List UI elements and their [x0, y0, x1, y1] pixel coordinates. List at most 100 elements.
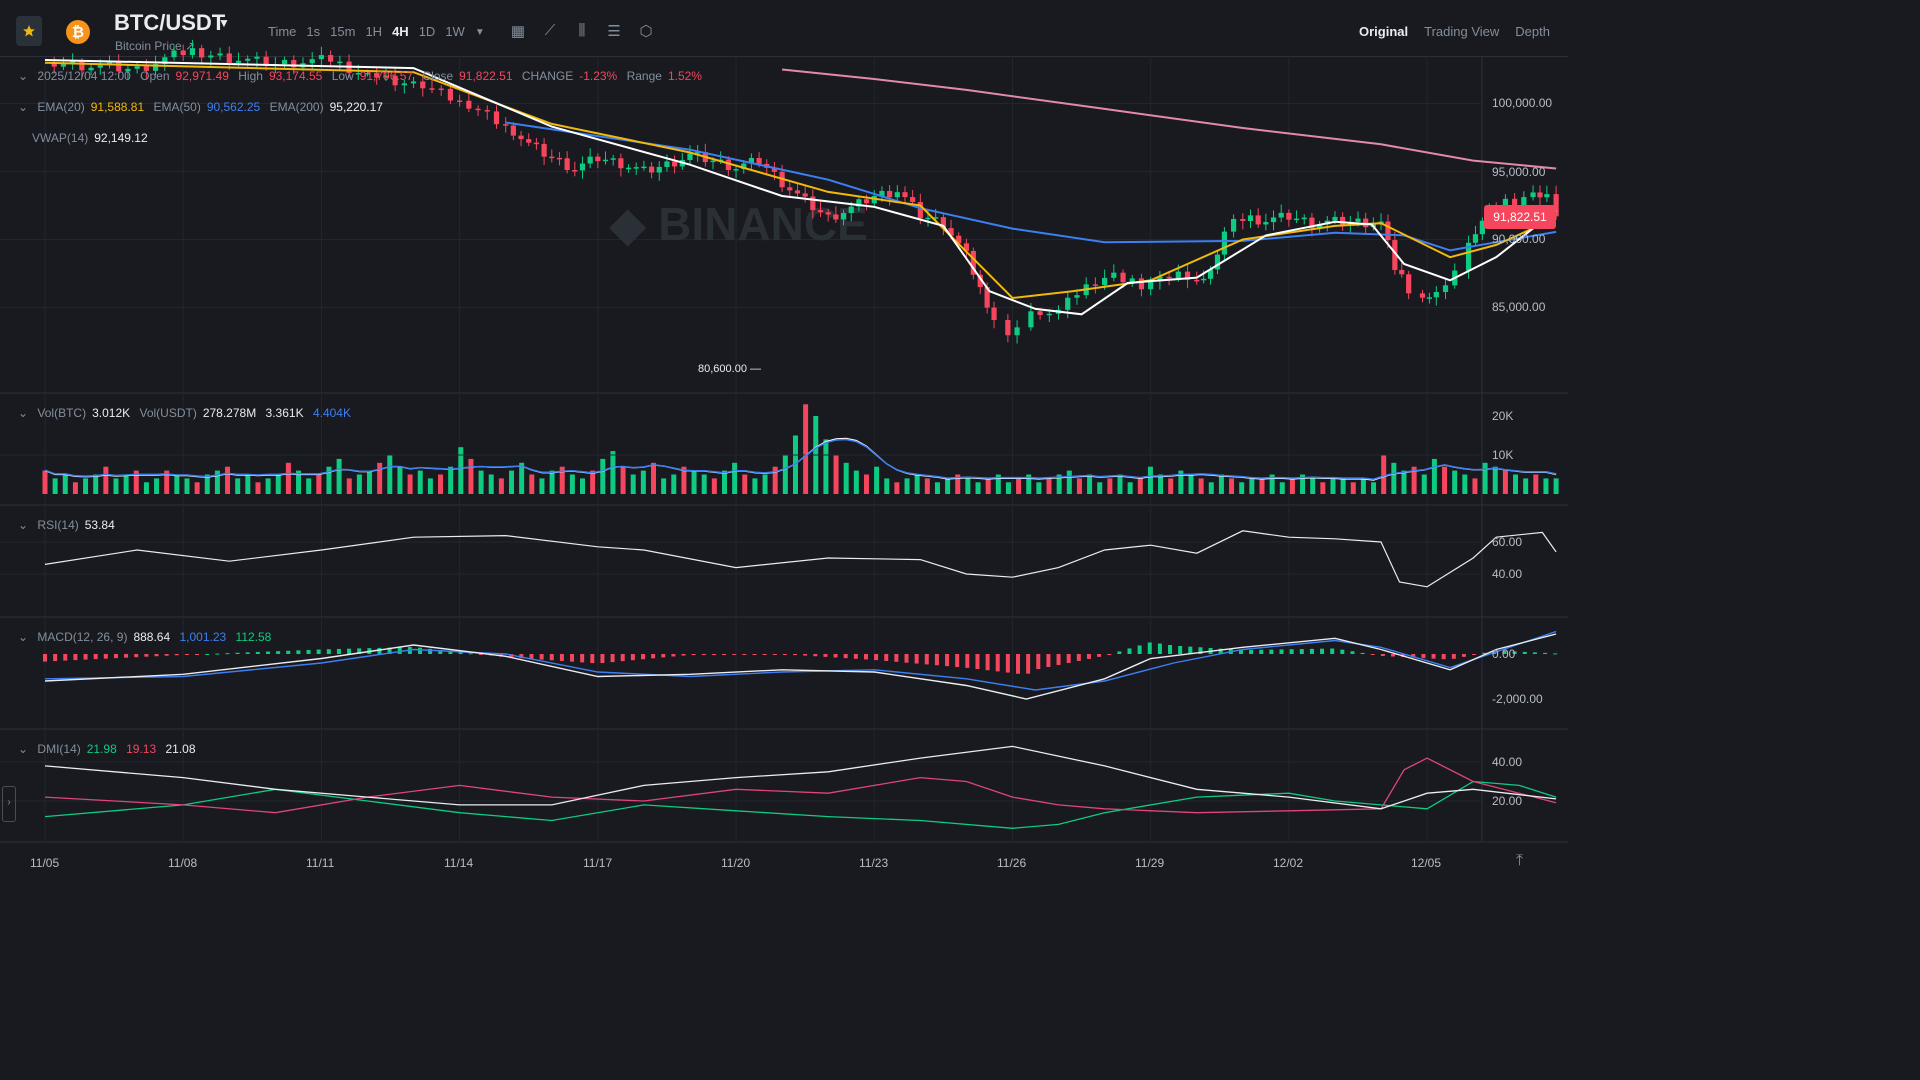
candle-down: [863, 199, 870, 204]
candle-down: [917, 201, 923, 219]
macd-hist-down: [539, 654, 544, 660]
macd-hist-up: [205, 653, 210, 655]
volume-bar: [1442, 466, 1448, 494]
macd-hist-down: [711, 654, 716, 655]
bitcoin-price-link[interactable]: Bitcoin Price ↗: [115, 39, 196, 53]
volume-bar: [1340, 478, 1346, 494]
candle-down: [956, 235, 962, 244]
chevron-down-icon[interactable]: ⌄: [18, 69, 29, 83]
macd-hist-down: [722, 654, 727, 655]
candle-down: [825, 212, 831, 215]
tab-trading-view[interactable]: Trading View: [1424, 24, 1500, 39]
macd-hist-down: [53, 654, 58, 662]
volume-bar: [1097, 482, 1103, 494]
interval-1s[interactable]: 1s: [306, 24, 321, 39]
macd-hist-up: [1147, 642, 1152, 654]
chevron-down-icon[interactable]: ⌄: [18, 406, 29, 420]
macd-hist-up: [235, 652, 240, 654]
candle-up: [309, 59, 315, 64]
dmi-pdi-line: [44, 780, 1557, 829]
macd-hist-up: [1340, 649, 1345, 654]
candle-down: [518, 135, 524, 140]
interval-more-chevron-icon[interactable]: ▼: [474, 27, 485, 38]
candle-down: [902, 192, 908, 198]
chevron-down-icon[interactable]: ⌄: [18, 630, 29, 644]
volume-bar: [580, 478, 586, 494]
candle-up: [88, 67, 94, 71]
chevron-down-icon[interactable]: ⌄: [18, 518, 29, 532]
vol-btc-label: Vol(BTC): [37, 406, 87, 420]
chevron-down-icon[interactable]: ⌄: [18, 100, 29, 114]
macd-hist-down: [134, 654, 139, 658]
candle-down: [1037, 311, 1043, 315]
volume-tick: 20K: [1492, 409, 1514, 423]
candle-up: [410, 81, 417, 84]
collapse-panel-handle[interactable]: ›: [2, 786, 16, 822]
volume-bar: [133, 470, 139, 494]
candle-type-icon[interactable]: ⫼: [578, 22, 586, 39]
interval-15m[interactable]: 15m: [330, 24, 356, 39]
candle-down: [392, 75, 398, 86]
macd-hist-up: [336, 648, 341, 654]
close-label: Close: [422, 69, 454, 83]
settings-list-icon[interactable]: ☰: [607, 23, 621, 40]
macd-hist-down: [651, 654, 656, 659]
candle-up: [1465, 242, 1472, 271]
candle-down: [1194, 279, 1200, 282]
volume-bar: [823, 439, 829, 494]
tab-depth[interactable]: Depth: [1515, 24, 1550, 39]
volume-bar: [498, 478, 504, 494]
macd-hist-down: [1046, 654, 1051, 668]
candle-down: [595, 156, 601, 162]
interval-time[interactable]: Time: [268, 24, 297, 39]
favorite-star-button[interactable]: [16, 16, 42, 46]
candle-up: [162, 57, 168, 65]
volume-bar: [387, 455, 393, 494]
hex-settings-icon[interactable]: ⬡: [639, 23, 653, 40]
price-chart-canvas[interactable]: ◆ BINANCE: [0, 0, 1568, 882]
chevron-down-icon[interactable]: ⌄: [18, 742, 29, 756]
candle-up: [633, 167, 639, 169]
tab-original[interactable]: Original: [1359, 24, 1409, 39]
expand-chart-icon[interactable]: ⤒: [1516, 852, 1524, 869]
candle-up: [1214, 254, 1221, 270]
candle-down: [810, 196, 816, 211]
interval-1h[interactable]: 1H: [365, 24, 383, 39]
candle-down: [1120, 272, 1126, 283]
volume-bar: [255, 482, 261, 494]
macd-hist-down: [113, 654, 118, 659]
x-tick: 11/23: [859, 856, 889, 870]
macd-hist-down: [1391, 654, 1396, 657]
candle-up: [1426, 297, 1433, 299]
volume-bar: [356, 474, 362, 494]
interval-1w[interactable]: 1W: [445, 24, 465, 39]
volume-bar: [1320, 482, 1326, 494]
candle-down: [1553, 194, 1559, 217]
candle-up: [1065, 297, 1071, 310]
macd-hist-down: [752, 654, 757, 655]
volume-bar: [884, 478, 890, 494]
macd-hist-down: [833, 654, 838, 658]
macd-hist-down: [1107, 654, 1112, 655]
macd-hist-up: [255, 651, 260, 654]
candle-down: [991, 307, 997, 321]
candle-down: [1092, 284, 1098, 286]
chart-tools: ▦ ⟋ ⫼ ☰ ⬡: [502, 22, 662, 40]
chevron-down-icon[interactable]: ▼: [218, 16, 230, 30]
macd-hist-down: [1066, 654, 1071, 663]
volume-bar: [1543, 478, 1549, 494]
volume-bar: [468, 458, 474, 494]
interval-4h[interactable]: 4H: [392, 24, 409, 39]
candle-up: [281, 59, 288, 65]
interval-1d[interactable]: 1D: [418, 24, 436, 39]
macd-hist-down: [853, 654, 858, 659]
candle-up: [97, 65, 103, 68]
candle-down: [1419, 293, 1426, 298]
macd-hist-up: [1188, 646, 1193, 654]
calendar-icon[interactable]: ▦: [510, 23, 526, 40]
macd-dif-value: 888.64: [133, 630, 171, 644]
pair-title[interactable]: BTC/USDT: [114, 10, 226, 35]
open-value: 92,971.49: [175, 69, 229, 83]
dmi-pdi-value: 21.98: [86, 742, 117, 756]
indicator-icon[interactable]: ⟋: [544, 22, 556, 39]
